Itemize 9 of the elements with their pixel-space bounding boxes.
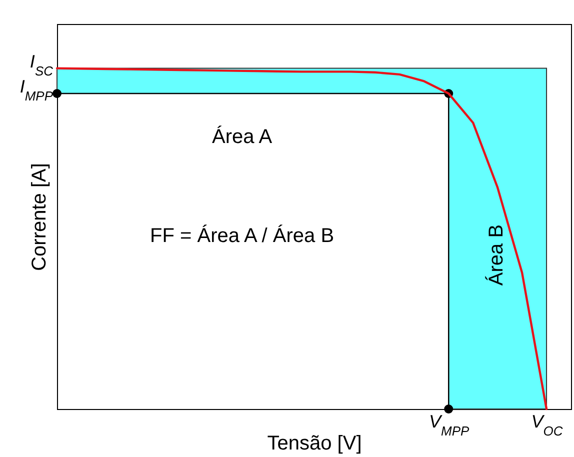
annotation: Área A — [212, 125, 273, 148]
x-tick-label: V$_{MPP}$ — [429, 412, 470, 438]
text: I$_{SC}$ — [30, 51, 54, 78]
annotation: FF = Área A / Área B — [150, 224, 334, 247]
x-axis-title: Tensão [V] — [267, 432, 362, 454]
annotation: Área B — [484, 224, 508, 286]
y-axis-title: Corrente [A] — [28, 163, 50, 271]
text: I$_{MPP}$ — [20, 76, 54, 104]
x-tick-label: V$_{OC}$ — [531, 412, 564, 438]
